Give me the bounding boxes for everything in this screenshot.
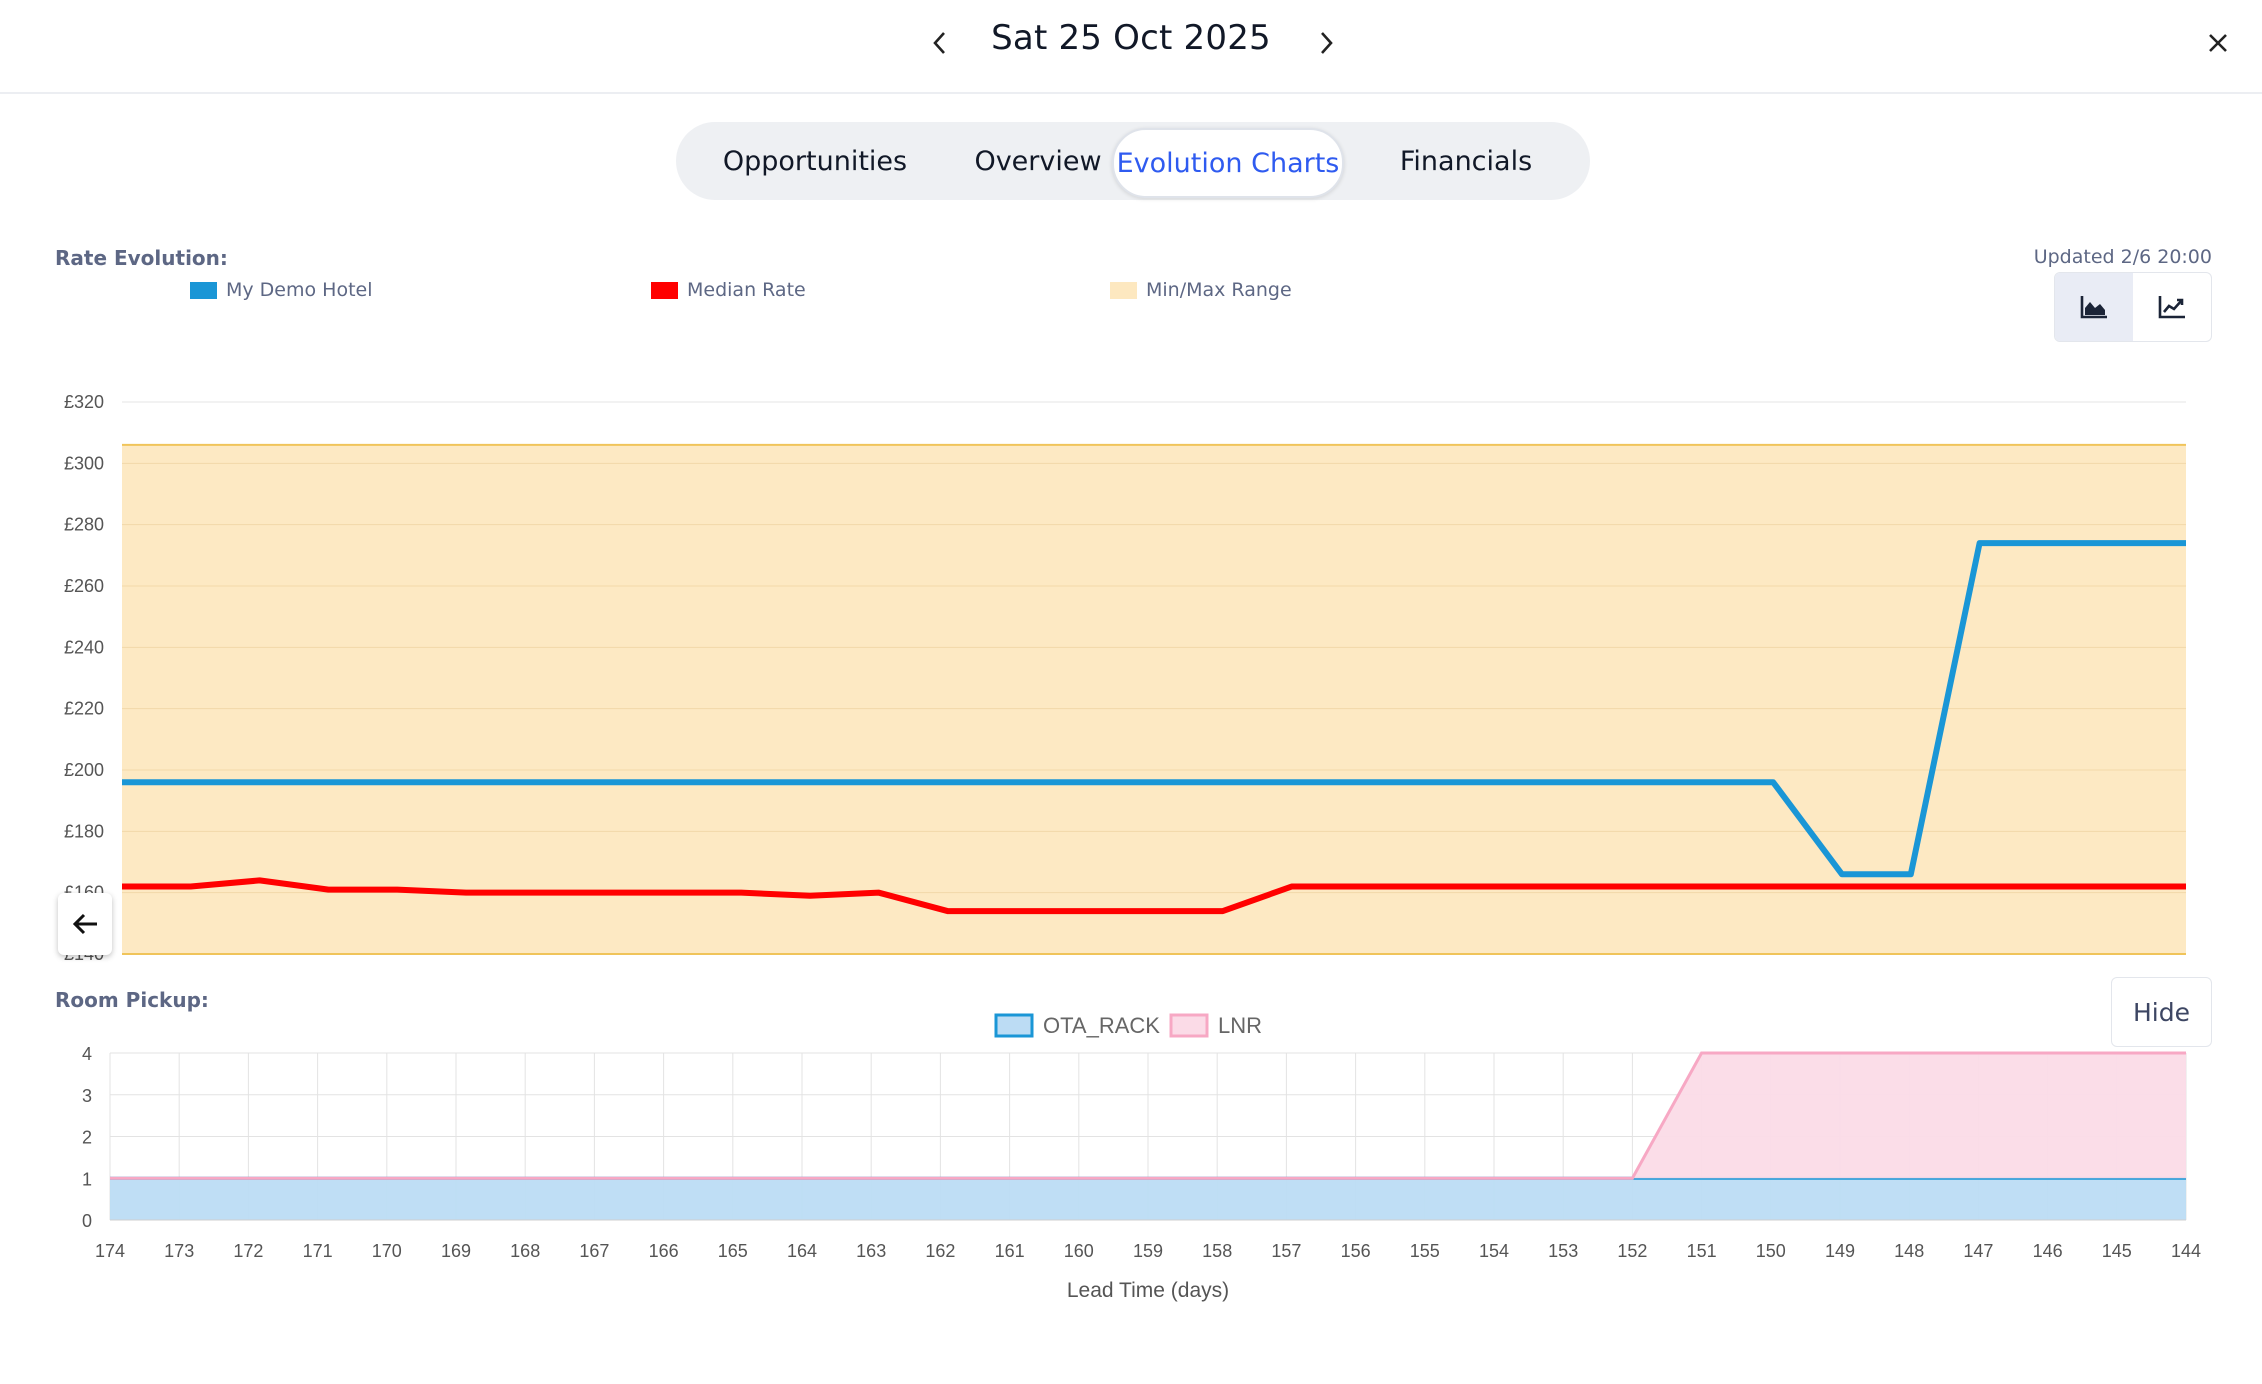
x-tick-label: 169 [441, 1241, 471, 1261]
line-lnr [110, 1051, 2186, 1180]
hide-button[interactable]: Hide [2111, 977, 2212, 1047]
y-tick-label: £260 [64, 576, 104, 596]
rate-evolution-label: Rate Evolution: [55, 246, 228, 270]
tab-overview[interactable]: Overview [974, 145, 1102, 177]
y-tick-label: 2 [82, 1128, 92, 1148]
updated-timestamp: Updated 2/6 20:00 [2033, 246, 2212, 268]
room-pickup-label: Room Pickup: [55, 988, 209, 1012]
x-tick-label: 159 [1133, 1241, 1163, 1261]
tab-evolution-charts[interactable]: Evolution Charts [1112, 128, 1344, 198]
close-icon [2209, 34, 2227, 52]
x-tick-label: 151 [1687, 1241, 1717, 1261]
x-tick-label: 168 [510, 1241, 540, 1261]
tab-bar: Opportunities Overview Evolution Charts … [676, 122, 1590, 200]
y-tick-label: £320 [64, 392, 104, 412]
x-tick-label: 152 [1617, 1241, 1647, 1261]
x-tick-label: 153 [1548, 1241, 1578, 1261]
close-button[interactable] [2198, 22, 2238, 64]
legend-label: LNR [1218, 1013, 1262, 1038]
legend-label: My Demo Hotel [226, 279, 373, 301]
back-button[interactable] [58, 893, 112, 955]
x-tick-label: 171 [303, 1241, 333, 1261]
x-tick-label: 147 [1963, 1241, 1993, 1261]
chevron-right-icon [1321, 32, 1333, 54]
area-lnr [110, 1053, 2186, 1179]
y-tick-label: £180 [64, 821, 104, 841]
x-tick-label: 165 [718, 1241, 748, 1261]
x-tick-label: 149 [1825, 1241, 1855, 1261]
x-tick-label: 162 [925, 1241, 955, 1261]
legend-swatch [651, 281, 678, 299]
x-tick-label: 144 [2171, 1241, 2201, 1261]
legend-ota-rack: OTA_RACK [994, 1013, 1160, 1038]
area-ota-rack [110, 1178, 2186, 1220]
x-tick-label: 158 [1202, 1241, 1232, 1261]
y-tick-label: 4 [82, 1044, 92, 1064]
x-tick-label: 166 [649, 1241, 679, 1261]
x-tick-label: 146 [2033, 1241, 2063, 1261]
previous-date-button[interactable] [920, 22, 960, 64]
y-tick-label: £220 [64, 699, 104, 719]
area-chart-icon [2080, 296, 2107, 319]
y-tick-label: 1 [82, 1169, 92, 1189]
chart-type-toggle [2054, 272, 2212, 342]
x-tick-label: 154 [1479, 1241, 1509, 1261]
y-tick-label: £280 [64, 515, 104, 535]
x-tick-label: 174 [95, 1241, 125, 1261]
tab-opportunities[interactable]: Opportunities [722, 145, 908, 177]
chevron-left-icon [933, 32, 945, 54]
legend-label: Min/Max Range [1146, 279, 1292, 301]
legend-swatch [190, 281, 217, 299]
legend-median-rate[interactable]: Median Rate [651, 279, 806, 301]
modal-header: Sat 25 Oct 2025 [0, 0, 2262, 94]
series-my-demo-hotel [122, 540, 2186, 878]
x-tick-label: 164 [787, 1241, 817, 1261]
y-tick-label: 0 [82, 1211, 92, 1231]
legend-my-demo-hotel[interactable]: My Demo Hotel [190, 279, 373, 301]
next-date-button[interactable] [1306, 22, 1346, 64]
y-tick-label: £300 [64, 453, 104, 473]
legend-label: Median Rate [687, 279, 806, 301]
x-tick-label: 173 [164, 1241, 194, 1261]
line-chart-icon [2158, 296, 2185, 319]
x-tick-label: 155 [1410, 1241, 1440, 1261]
legend-min-max-range[interactable]: Min/Max Range [1110, 279, 1292, 301]
legend-label: OTA_RACK [1043, 1013, 1160, 1038]
x-tick-label: 148 [1894, 1241, 1924, 1261]
x-tick-label: 160 [1064, 1241, 1094, 1261]
area-chart-button[interactable] [2055, 273, 2133, 341]
x-axis-label: Lead Time (days) [1067, 1279, 1229, 1302]
legend-swatch [1110, 281, 1137, 299]
legend-swatch [994, 1013, 1034, 1038]
legend-swatch [1169, 1013, 1209, 1038]
y-tick-label: £200 [64, 760, 104, 780]
legend-lnr: LNR [1169, 1013, 1262, 1038]
rate-evolution-chart: £320£300£280£260£240£220£200£180£160£140 [64, 392, 2186, 960]
x-tick-label: 170 [372, 1241, 402, 1261]
x-tick-label: 163 [856, 1241, 886, 1261]
x-tick-label: 156 [1341, 1241, 1371, 1261]
x-tick-label: 145 [2102, 1241, 2132, 1261]
tab-financials[interactable]: Financials [1399, 145, 1533, 177]
x-tick-label: 167 [579, 1241, 609, 1261]
y-tick-label: 3 [82, 1086, 92, 1106]
x-tick-label: 172 [233, 1241, 263, 1261]
x-tick-label: 150 [1756, 1241, 1786, 1261]
min-max-range-area [122, 444, 2186, 954]
line-chart-button[interactable] [2133, 273, 2211, 341]
y-tick-label: £240 [64, 637, 104, 657]
arrow-left-icon [72, 913, 97, 935]
x-tick-label: 161 [995, 1241, 1025, 1261]
x-tick-label: 157 [1271, 1241, 1301, 1261]
page-title: Sat 25 Oct 2025 [991, 18, 1271, 58]
series-median-rate [122, 877, 2186, 915]
